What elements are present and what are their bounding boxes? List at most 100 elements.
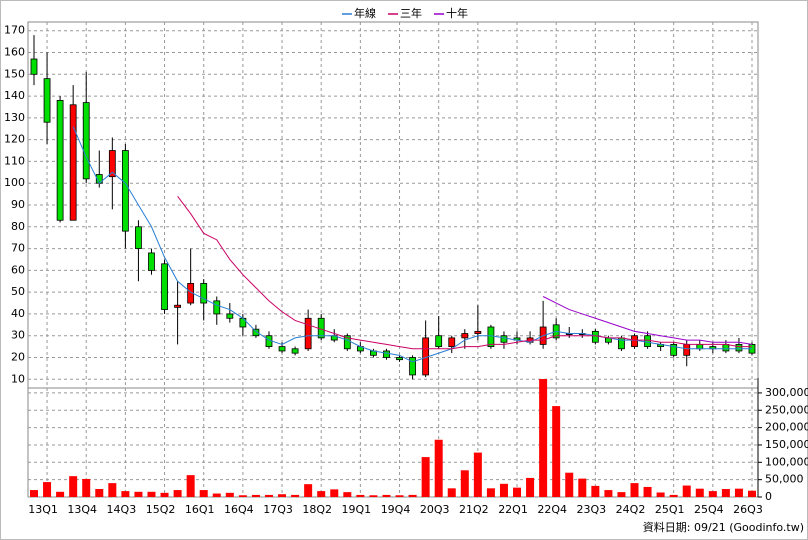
volume-bar [212, 493, 221, 497]
candle-body [474, 330, 482, 334]
volume-bar [539, 379, 548, 497]
volume-bar [395, 495, 404, 497]
y-tick-label: 50 [11, 285, 25, 298]
x-tick-label: 26Q3 [733, 503, 763, 516]
volume-bar [69, 476, 78, 497]
candle-body [226, 313, 234, 319]
volume-bar [604, 490, 613, 497]
x-tick-label: 16Q1 [185, 503, 215, 516]
y2-tick-label: 200,000 [765, 421, 808, 434]
volume-bar [460, 470, 469, 497]
candle-body [735, 344, 743, 352]
x-tick-label: 17Q3 [263, 503, 293, 516]
candle-body [461, 333, 469, 339]
candle-body [304, 317, 312, 350]
volume-bar [565, 472, 574, 497]
legend-label: 十年 [446, 6, 468, 20]
y2-tick-label: 300,000 [765, 386, 808, 399]
y2-tick-label: 100,000 [765, 455, 808, 468]
y2-tick-label: 250,000 [765, 403, 808, 416]
volume-bar [656, 492, 665, 497]
candle-body [148, 252, 155, 271]
volume-bar [30, 490, 38, 497]
volume-bar [121, 491, 130, 497]
volume-bar [434, 439, 443, 497]
candle-body [30, 58, 38, 75]
candle-body [252, 328, 260, 337]
y-tick-label: 40 [11, 307, 25, 320]
volume-bar [56, 491, 65, 497]
volume-bar [43, 482, 52, 497]
volume-bar [225, 492, 234, 497]
candle-body [69, 104, 77, 221]
y-tick-label: 90 [11, 198, 25, 211]
y-tick-label: 100 [4, 176, 25, 189]
volume-bar [343, 492, 352, 497]
plot-area [27, 21, 759, 498]
x-tick-label: 13Q4 [67, 503, 97, 516]
volume-bar [643, 486, 652, 497]
volume-bar [108, 483, 117, 497]
x-tick-label: 21Q2 [459, 503, 489, 516]
volume-bar [173, 490, 182, 497]
volume-bar [134, 491, 143, 497]
y2-tick-label: 50,000 [765, 473, 804, 486]
candle-body [500, 335, 508, 343]
candle-body [108, 150, 116, 178]
volume-bar [447, 488, 456, 497]
volume-bar [526, 477, 535, 497]
candle-body [291, 348, 299, 354]
y-tick-label: 30 [11, 329, 25, 342]
candle-body [448, 337, 456, 348]
x-tick-label: 24Q2 [616, 503, 646, 516]
x-tick-label: 18Q2 [302, 503, 332, 516]
volume-bar [473, 452, 482, 497]
legend-label: 三年 [400, 6, 422, 20]
volume-bar [617, 492, 626, 497]
candle-body [56, 100, 64, 221]
y-tick-label: 150 [4, 67, 25, 80]
candle-body [396, 357, 403, 361]
volume-bar [199, 490, 208, 497]
candle-body [135, 226, 142, 249]
candle-body [383, 350, 390, 358]
y2-tick-label: 150,000 [765, 438, 808, 451]
volume-bar [748, 490, 756, 497]
candle-body [631, 335, 638, 348]
volume-bar [369, 495, 378, 497]
volume-bar [317, 491, 326, 497]
y-tick-label: 10 [11, 372, 25, 385]
y-tick-label: 20 [11, 351, 25, 364]
volume-bar [278, 494, 287, 497]
volume-bar [330, 489, 339, 497]
volume-bar [552, 406, 561, 497]
ma-line [72, 126, 752, 363]
candle-body [200, 283, 208, 304]
volume-bar [291, 494, 300, 497]
volume-bar [734, 488, 743, 497]
candle-body [161, 263, 168, 310]
x-tick-label: 13Q1 [28, 503, 58, 516]
x-tick-label: 19Q4 [381, 503, 411, 516]
volume-bar [499, 483, 508, 497]
x-tick-label: 23Q3 [577, 503, 607, 516]
date-note: 資料日期: 09/21 (Goodinfo.tw) [643, 520, 804, 534]
volume-bar [147, 491, 156, 497]
volume-bar [356, 494, 365, 497]
y-tick-label: 110 [4, 154, 25, 167]
candle-body [278, 346, 286, 352]
volume-bar [238, 495, 247, 497]
y-tick-label: 130 [4, 111, 25, 124]
candle-body [696, 344, 704, 350]
volume-bar [513, 487, 522, 497]
volume-bar [695, 488, 704, 497]
legend-label: 年線 [354, 6, 376, 20]
volume-bar [408, 494, 417, 497]
x-tick-label: 16Q4 [224, 503, 254, 516]
candle-body [174, 304, 182, 308]
x-tick-label: 19Q1 [342, 503, 372, 516]
y-tick-label: 70 [11, 242, 25, 255]
volume-bar [708, 491, 717, 497]
volume-bar [630, 483, 639, 497]
